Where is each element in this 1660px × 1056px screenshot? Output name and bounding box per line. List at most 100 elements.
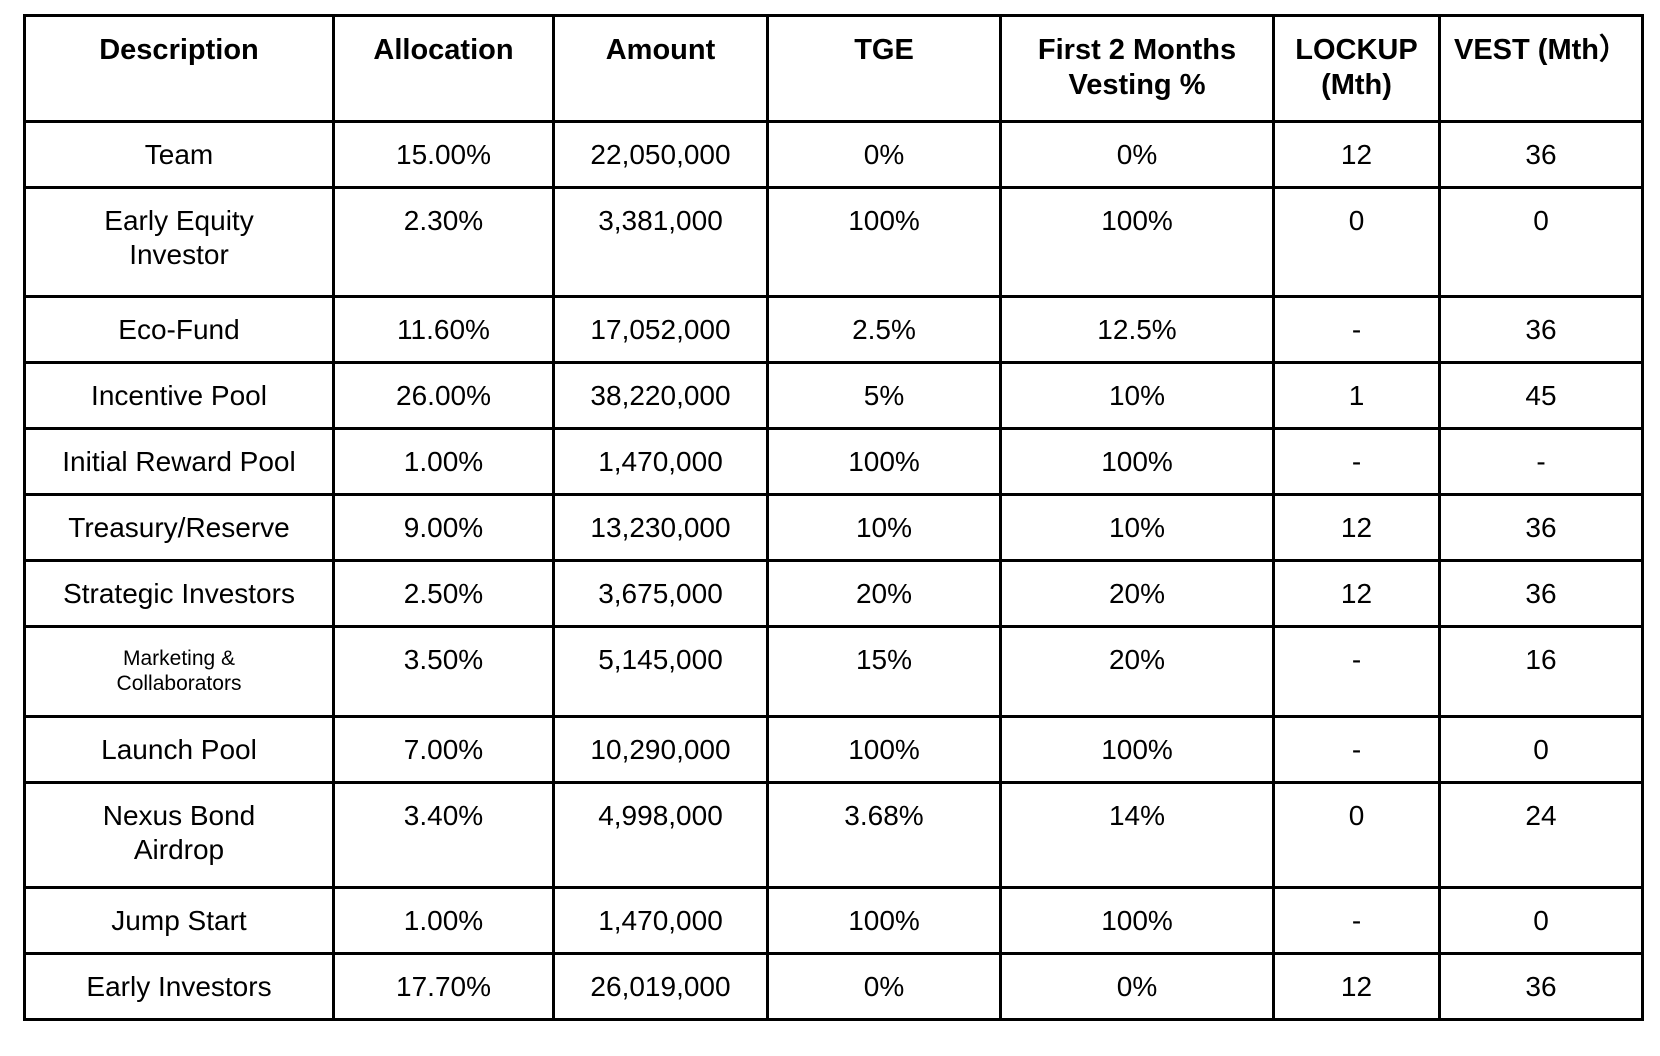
cell-allocation: 1.00% <box>332 427 555 496</box>
cell-tge: 100% <box>766 186 1002 298</box>
cell-description: Team <box>23 120 335 189</box>
cell-amount: 1,470,000 <box>552 427 769 496</box>
cell-tge: 0% <box>766 952 1002 1021</box>
cell-description: Early Equity Investor <box>23 186 335 298</box>
cell-lockup: - <box>1272 715 1441 784</box>
cell-vest: 45 <box>1438 361 1644 430</box>
cell-allocation: 15.00% <box>332 120 555 189</box>
cell-tge: 0% <box>766 120 1002 189</box>
column-header-amount: Amount <box>552 14 769 123</box>
cell-vest: 36 <box>1438 120 1644 189</box>
cell-tge: 5% <box>766 361 1002 430</box>
cell-first-2-months-vesting: 10% <box>999 493 1275 562</box>
header-row: Description Allocation Amount TGE First … <box>23 14 1644 123</box>
cell-lockup: 0 <box>1272 186 1441 298</box>
cell-vest: 0 <box>1438 886 1644 955</box>
table-row: Jump Start 1.00% 1,470,000 100% 100% - 0 <box>23 886 1644 955</box>
table-row: Eco-Fund 11.60% 17,052,000 2.5% 12.5% - … <box>23 295 1644 364</box>
cell-allocation: 9.00% <box>332 493 555 562</box>
token-allocation-table: Description Allocation Amount TGE First … <box>23 14 1644 1021</box>
cell-first-2-months-vesting: 100% <box>999 186 1275 298</box>
cell-amount: 13,230,000 <box>552 493 769 562</box>
cell-lockup: - <box>1272 886 1441 955</box>
cell-allocation: 2.50% <box>332 559 555 628</box>
cell-allocation: 17.70% <box>332 952 555 1021</box>
cell-allocation: 2.30% <box>332 186 555 298</box>
cell-allocation: 11.60% <box>332 295 555 364</box>
cell-vest: 16 <box>1438 625 1644 718</box>
cell-amount: 26,019,000 <box>552 952 769 1021</box>
cell-tge: 15% <box>766 625 1002 718</box>
cell-allocation: 1.00% <box>332 886 555 955</box>
cell-description: Launch Pool <box>23 715 335 784</box>
cell-tge: 10% <box>766 493 1002 562</box>
cell-first-2-months-vesting: 0% <box>999 952 1275 1021</box>
column-header-vest: VEST (Mth） <box>1438 14 1644 123</box>
cell-description: Nexus Bond Airdrop <box>23 781 335 889</box>
cell-description: Marketing & Collaborators <box>23 625 335 718</box>
cell-amount: 4,998,000 <box>552 781 769 889</box>
cell-description: Jump Start <box>23 886 335 955</box>
table-row: Incentive Pool 26.00% 38,220,000 5% 10% … <box>23 361 1644 430</box>
table-row: Launch Pool 7.00% 10,290,000 100% 100% -… <box>23 715 1644 784</box>
cell-amount: 3,381,000 <box>552 186 769 298</box>
cell-first-2-months-vesting: 100% <box>999 886 1275 955</box>
cell-lockup: 1 <box>1272 361 1441 430</box>
cell-tge: 20% <box>766 559 1002 628</box>
cell-amount: 5,145,000 <box>552 625 769 718</box>
cell-allocation: 3.40% <box>332 781 555 889</box>
cell-description: Incentive Pool <box>23 361 335 430</box>
cell-description: Early Investors <box>23 952 335 1021</box>
table-row: Team 15.00% 22,050,000 0% 0% 12 36 <box>23 120 1644 189</box>
cell-description: Eco-Fund <box>23 295 335 364</box>
table-row: Marketing & Collaborators 3.50% 5,145,00… <box>23 625 1644 718</box>
column-header-allocation: Allocation <box>332 14 555 123</box>
table-row: Strategic Investors 2.50% 3,675,000 20% … <box>23 559 1644 628</box>
cell-allocation: 7.00% <box>332 715 555 784</box>
cell-vest: 36 <box>1438 295 1644 364</box>
cell-vest: 0 <box>1438 186 1644 298</box>
cell-description: Initial Reward Pool <box>23 427 335 496</box>
cell-lockup: - <box>1272 427 1441 496</box>
table-row: Early Equity Investor 2.30% 3,381,000 10… <box>23 186 1644 298</box>
cell-lockup: 12 <box>1272 952 1441 1021</box>
column-header-tge: TGE <box>766 14 1002 123</box>
cell-first-2-months-vesting: 100% <box>999 715 1275 784</box>
cell-first-2-months-vesting: 0% <box>999 120 1275 189</box>
cell-lockup: - <box>1272 295 1441 364</box>
cell-amount: 1,470,000 <box>552 886 769 955</box>
column-header-description: Description <box>23 14 335 123</box>
cell-amount: 3,675,000 <box>552 559 769 628</box>
cell-allocation: 3.50% <box>332 625 555 718</box>
table-row: Nexus Bond Airdrop 3.40% 4,998,000 3.68%… <box>23 781 1644 889</box>
cell-amount: 22,050,000 <box>552 120 769 189</box>
column-header-lockup: LOCKUP (Mth) <box>1272 14 1441 123</box>
cell-tge: 100% <box>766 886 1002 955</box>
table-row: Early Investors 17.70% 26,019,000 0% 0% … <box>23 952 1644 1021</box>
table-row: Treasury/Reserve 9.00% 13,230,000 10% 10… <box>23 493 1644 562</box>
cell-lockup: 0 <box>1272 781 1441 889</box>
cell-lockup: 12 <box>1272 559 1441 628</box>
cell-vest: 24 <box>1438 781 1644 889</box>
cell-amount: 17,052,000 <box>552 295 769 364</box>
cell-vest: 36 <box>1438 952 1644 1021</box>
cell-first-2-months-vesting: 14% <box>999 781 1275 889</box>
cell-vest: - <box>1438 427 1644 496</box>
column-header-first-2-months-vesting: First 2 Months Vesting % <box>999 14 1275 123</box>
cell-first-2-months-vesting: 100% <box>999 427 1275 496</box>
cell-lockup: 12 <box>1272 120 1441 189</box>
cell-first-2-months-vesting: 20% <box>999 559 1275 628</box>
cell-tge: 3.68% <box>766 781 1002 889</box>
cell-lockup: - <box>1272 625 1441 718</box>
cell-tge: 2.5% <box>766 295 1002 364</box>
cell-tge: 100% <box>766 427 1002 496</box>
cell-first-2-months-vesting: 10% <box>999 361 1275 430</box>
cell-tge: 100% <box>766 715 1002 784</box>
cell-first-2-months-vesting: 12.5% <box>999 295 1275 364</box>
cell-amount: 38,220,000 <box>552 361 769 430</box>
cell-vest: 36 <box>1438 559 1644 628</box>
table-row: Initial Reward Pool 1.00% 1,470,000 100%… <box>23 427 1644 496</box>
cell-allocation: 26.00% <box>332 361 555 430</box>
cell-lockup: 12 <box>1272 493 1441 562</box>
